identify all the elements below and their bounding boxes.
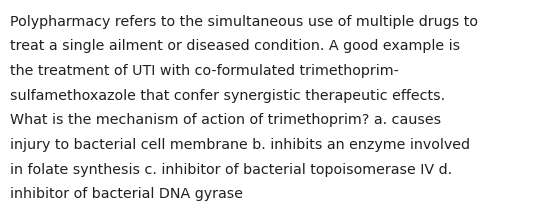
Text: What is the mechanism of action of trimethoprim? a. causes: What is the mechanism of action of trime… bbox=[10, 113, 441, 127]
Text: treat a single ailment or diseased condition. A good example is: treat a single ailment or diseased condi… bbox=[10, 39, 460, 53]
Text: the treatment of UTI with co-formulated trimethoprim-: the treatment of UTI with co-formulated … bbox=[10, 64, 399, 78]
Text: Polypharmacy refers to the simultaneous use of multiple drugs to: Polypharmacy refers to the simultaneous … bbox=[10, 15, 478, 29]
Text: in folate synthesis c. inhibitor of bacterial topoisomerase IV d.: in folate synthesis c. inhibitor of bact… bbox=[10, 163, 452, 177]
Text: sulfamethoxazole that confer synergistic therapeutic effects.: sulfamethoxazole that confer synergistic… bbox=[10, 89, 445, 103]
Text: injury to bacterial cell membrane b. inhibits an enzyme involved: injury to bacterial cell membrane b. inh… bbox=[10, 138, 470, 152]
Text: inhibitor of bacterial DNA gyrase: inhibitor of bacterial DNA gyrase bbox=[10, 187, 243, 201]
